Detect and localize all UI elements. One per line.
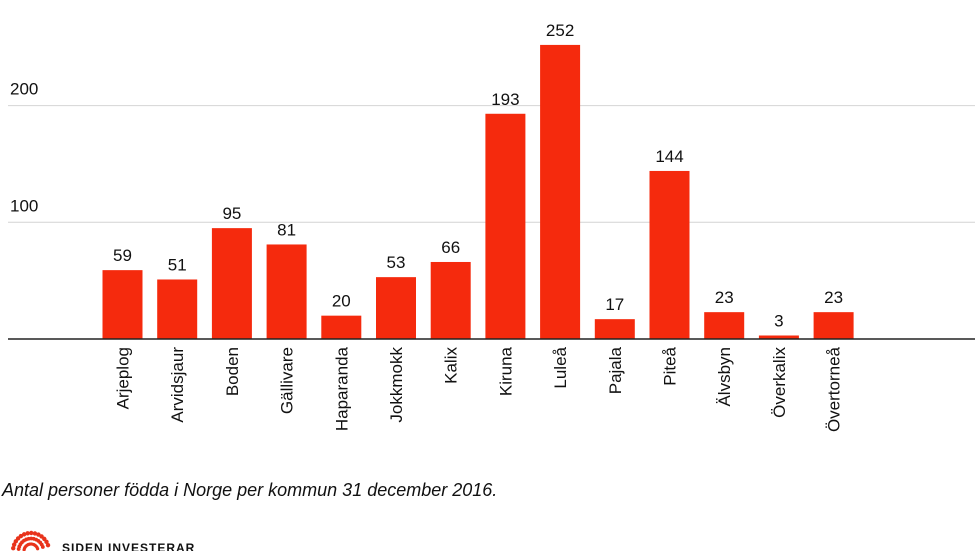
y-tick-label: 200 xyxy=(10,80,38,99)
logo-dot xyxy=(36,547,40,551)
logo-dot xyxy=(18,533,24,539)
logo-dot xyxy=(11,545,16,551)
bar xyxy=(211,228,252,339)
logo-dot xyxy=(40,545,45,549)
logo-dot xyxy=(44,539,49,545)
category-label: Piteå xyxy=(661,346,680,385)
data-label: 66 xyxy=(441,238,460,257)
data-label: 23 xyxy=(824,288,843,307)
data-label: 81 xyxy=(277,220,296,239)
data-label: 59 xyxy=(113,246,132,265)
bar xyxy=(540,44,581,339)
data-label: 20 xyxy=(332,292,351,311)
bar xyxy=(594,319,635,339)
bar xyxy=(649,170,690,339)
bar xyxy=(266,244,307,339)
logo-dot xyxy=(21,532,27,537)
bar xyxy=(321,315,362,339)
data-labels: 59 51 95 81 20 53 66 193 252 17 144 23 3 23 xyxy=(113,21,843,331)
logo-dot xyxy=(29,530,34,536)
logo-dot xyxy=(25,531,30,536)
category-label: Pajala xyxy=(606,346,625,394)
logo-dot xyxy=(11,542,17,547)
category-label: Kiruna xyxy=(496,346,515,396)
category-label: Överkalix xyxy=(770,347,789,418)
y-tick-label: 100 xyxy=(10,196,38,215)
category-label: Kalix xyxy=(442,347,461,384)
category-label: Luleå xyxy=(551,346,570,388)
bar xyxy=(157,279,198,339)
bar xyxy=(102,270,143,339)
category-label: Haparanda xyxy=(332,346,351,431)
data-label: 51 xyxy=(168,255,187,274)
logo-dot xyxy=(45,542,51,548)
logo-dot xyxy=(32,531,38,536)
category-label: Älvsbyn xyxy=(715,347,734,407)
data-label: 53 xyxy=(387,253,406,272)
bars xyxy=(102,44,854,339)
data-label: 17 xyxy=(605,295,624,314)
data-label: 95 xyxy=(222,204,241,223)
x-axis-category-labels: Arjeplog Arvidsjaur Boden Gällivare Haparand… xyxy=(114,346,844,432)
category-label: Gällivare xyxy=(278,347,297,414)
logo-burst-icon xyxy=(11,530,51,551)
category-label: Arvidsjaur xyxy=(168,347,187,423)
data-label: 3 xyxy=(774,311,783,330)
bar xyxy=(758,335,799,339)
category-label: Arjeplog xyxy=(114,347,133,409)
chart-caption: Antal personer födda i Norge per kommun … xyxy=(2,480,498,500)
logo-text: SIDEN INVESTERAR xyxy=(62,541,196,551)
data-label: 144 xyxy=(655,147,683,166)
publisher-logo: SIDEN INVESTERAR xyxy=(8,530,195,551)
y-axis-ticks: 100 200 xyxy=(10,80,38,216)
bar xyxy=(813,312,854,339)
data-label: 252 xyxy=(546,21,574,40)
category-label: Jokkmokk xyxy=(387,347,406,423)
bar-chart: 100 200 59 51 95 81 20 53 66 193 252 17 144 23 3 23 Ar… xyxy=(8,21,975,432)
bar xyxy=(485,113,526,339)
bar xyxy=(430,261,471,339)
category-label: Övertorneå xyxy=(825,346,844,432)
data-label: 23 xyxy=(715,288,734,307)
logo-dot xyxy=(36,532,41,537)
data-label: 193 xyxy=(491,90,519,109)
bar xyxy=(704,312,745,339)
bar xyxy=(376,277,416,339)
category-label: Boden xyxy=(223,347,242,396)
